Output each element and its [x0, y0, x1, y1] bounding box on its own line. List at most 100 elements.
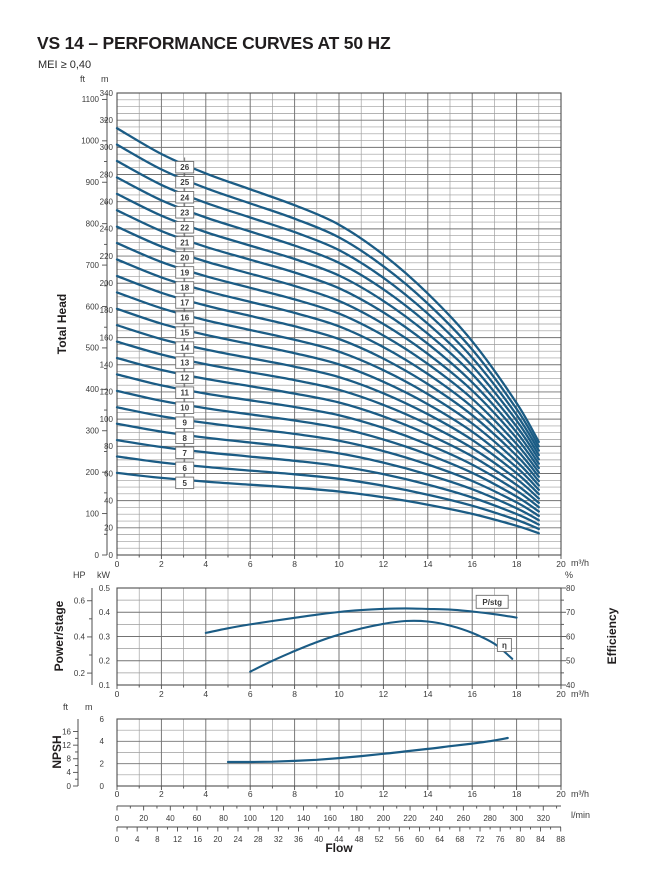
- svg-text:5: 5: [182, 479, 187, 488]
- svg-text:20: 20: [139, 814, 148, 823]
- power-efficiency-curves: [204, 607, 518, 673]
- svg-text:0.4: 0.4: [99, 608, 111, 617]
- svg-text:60: 60: [192, 814, 201, 823]
- svg-text:19: 19: [180, 268, 189, 277]
- svg-text:16: 16: [467, 789, 477, 799]
- stage-labels: 5 6 7 8 9 10 11 12 13 14 15 16 17 18 19 20 21 22 23 24 25 26: [175, 157, 195, 490]
- svg-text:P/stg: P/stg: [482, 598, 502, 607]
- svg-text:280: 280: [483, 814, 497, 823]
- svg-text:220: 220: [100, 252, 114, 261]
- svg-text:36: 36: [294, 835, 303, 844]
- svg-text:200: 200: [377, 814, 391, 823]
- svg-text:70: 70: [566, 608, 575, 617]
- svg-text:84: 84: [536, 835, 545, 844]
- svg-text:0.2: 0.2: [74, 669, 86, 678]
- svg-text:32: 32: [274, 835, 283, 844]
- svg-text:2: 2: [159, 689, 164, 699]
- svg-text:24: 24: [180, 193, 189, 202]
- svg-text:20: 20: [556, 689, 566, 699]
- svg-text:60: 60: [104, 469, 113, 478]
- svg-text:140: 140: [100, 361, 114, 370]
- stage-label-box: [175, 386, 195, 399]
- svg-text:400: 400: [86, 385, 100, 394]
- svg-text:68: 68: [455, 835, 464, 844]
- svg-text:18: 18: [180, 283, 189, 292]
- unit-m3h-power: m³/h: [571, 689, 589, 699]
- stage-label-box: [175, 356, 195, 369]
- svg-text:320: 320: [537, 814, 551, 823]
- stage-label-box: [175, 266, 195, 279]
- svg-text:56: 56: [395, 835, 404, 844]
- svg-text:16: 16: [180, 314, 189, 323]
- svg-text:0: 0: [109, 551, 114, 560]
- svg-text:0.2: 0.2: [99, 657, 111, 666]
- unit-ft-main: ft: [80, 74, 86, 84]
- svg-text:23: 23: [180, 208, 189, 217]
- svg-text:120: 120: [100, 388, 114, 397]
- svg-text:9: 9: [182, 419, 187, 428]
- svg-text:14: 14: [423, 689, 433, 699]
- svg-text:240: 240: [100, 225, 114, 234]
- svg-text:0: 0: [115, 835, 120, 844]
- stage-label-box: [175, 326, 195, 339]
- series-label-box: [496, 638, 512, 652]
- svg-text:0.4: 0.4: [74, 633, 86, 642]
- svg-text:200: 200: [86, 468, 100, 477]
- stage-label-box: [175, 431, 195, 444]
- svg-text:220: 220: [403, 814, 417, 823]
- svg-text:2: 2: [159, 789, 164, 799]
- unit-percent: %: [565, 570, 574, 580]
- svg-text:900: 900: [86, 178, 100, 187]
- svg-text:60: 60: [566, 632, 575, 641]
- svg-text:44: 44: [334, 835, 343, 844]
- svg-text:8: 8: [182, 434, 187, 443]
- svg-text:4: 4: [100, 737, 105, 746]
- svg-text:16: 16: [467, 689, 477, 699]
- svg-text:800: 800: [86, 219, 100, 228]
- svg-text:20: 20: [213, 835, 222, 844]
- svg-text:120: 120: [270, 814, 284, 823]
- stage-label-box: [175, 401, 195, 414]
- svg-text:100: 100: [244, 814, 258, 823]
- svg-text:6: 6: [248, 559, 253, 569]
- unit-m3h-main: m³/h: [571, 558, 589, 568]
- axis-label-flow: Flow: [325, 841, 353, 855]
- stage-label-box: [175, 281, 195, 294]
- svg-text:0: 0: [115, 559, 120, 569]
- svg-text:600: 600: [86, 302, 100, 311]
- svg-text:16: 16: [467, 559, 477, 569]
- bottom-flow-scales: 0 20 40 60 80 100 120 140 160 180 200 220 240 260 280 3…: [115, 805, 566, 844]
- svg-text:4: 4: [135, 835, 140, 844]
- svg-text:80: 80: [104, 442, 113, 451]
- svg-text:320: 320: [100, 116, 114, 125]
- svg-text:8: 8: [292, 789, 297, 799]
- svg-text:6: 6: [248, 689, 253, 699]
- svg-text:20: 20: [180, 253, 189, 262]
- svg-text:2: 2: [159, 559, 164, 569]
- svg-text:6: 6: [182, 464, 187, 473]
- svg-text:26: 26: [180, 163, 189, 172]
- svg-text:280: 280: [100, 170, 114, 179]
- stage-label-box: [175, 221, 195, 234]
- stage-label-box: [175, 206, 195, 219]
- svg-text:16: 16: [193, 835, 202, 844]
- unit-lmin: l/min: [571, 810, 591, 820]
- unit-ft-npsh: ft: [63, 702, 69, 712]
- svg-text:10: 10: [334, 789, 344, 799]
- svg-text:0.1: 0.1: [99, 681, 111, 690]
- svg-text:100: 100: [100, 415, 114, 424]
- svg-text:80: 80: [566, 584, 575, 593]
- svg-text:16: 16: [62, 727, 71, 736]
- svg-text:18: 18: [512, 559, 522, 569]
- svg-text:22: 22: [180, 223, 189, 232]
- svg-text:52: 52: [375, 835, 384, 844]
- svg-text:140: 140: [297, 814, 311, 823]
- svg-text:0.5: 0.5: [99, 584, 111, 593]
- svg-text:8: 8: [67, 755, 72, 764]
- svg-text:10: 10: [334, 559, 344, 569]
- stage-label-box: [175, 161, 195, 174]
- svg-text:η: η: [502, 641, 507, 650]
- svg-text:6: 6: [100, 715, 105, 724]
